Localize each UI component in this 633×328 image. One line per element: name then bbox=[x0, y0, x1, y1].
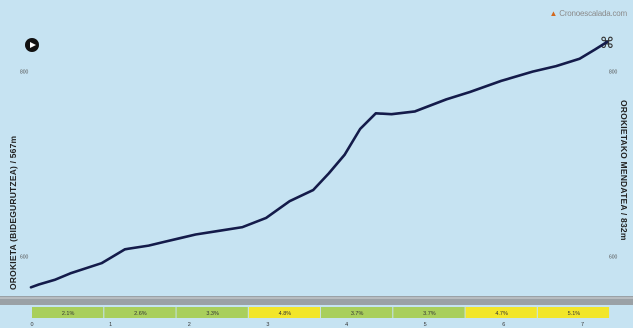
baseline-band-highlight bbox=[0, 297, 633, 299]
gradient-label: 2.6% bbox=[134, 311, 147, 317]
km-tick-label: 6 bbox=[502, 322, 505, 328]
gradient-segment bbox=[393, 307, 465, 318]
gradient-label: 5.1% bbox=[568, 311, 581, 317]
gradient-label: 4.8% bbox=[279, 311, 292, 317]
km-tick-label: 3 bbox=[266, 322, 269, 328]
gradient-label: 4.7% bbox=[495, 311, 508, 317]
km-tick-label: 0 bbox=[30, 322, 33, 328]
left-axis-tick-label: 800 bbox=[20, 70, 29, 76]
brand-text: Cronoescalada.com bbox=[559, 9, 627, 18]
gradient-label: 3.3% bbox=[206, 311, 219, 317]
baseline-band bbox=[0, 296, 633, 305]
left-axis-tick-label: 600 bbox=[20, 255, 29, 261]
gradient-segment bbox=[32, 307, 104, 318]
gradient-segment bbox=[321, 307, 393, 318]
play-icon[interactable] bbox=[25, 38, 39, 52]
gradient-label: 2.1% bbox=[62, 311, 75, 317]
km-tick-label: 4 bbox=[345, 322, 348, 328]
km-tick-label: 1 bbox=[109, 322, 112, 328]
gradient-label: 3.7% bbox=[423, 311, 436, 317]
gradient-segment bbox=[537, 307, 610, 318]
brand-logo[interactable]: ▲ Cronoescalada.com bbox=[549, 9, 628, 18]
km-tick-label: 7 bbox=[581, 322, 584, 328]
mountain-icon: ▲ bbox=[549, 9, 558, 18]
gradient-segment bbox=[104, 307, 176, 318]
right-axis-tick-label: 600 bbox=[609, 255, 618, 261]
gradient-segment bbox=[248, 307, 321, 318]
km-tick-label: 5 bbox=[424, 322, 427, 328]
gradient-segment bbox=[176, 307, 248, 318]
right-axis-tick-label: 800 bbox=[609, 70, 618, 76]
gradient-label: 3.7% bbox=[351, 311, 364, 317]
gradient-segment bbox=[465, 307, 537, 318]
elevation-line bbox=[29, 40, 609, 289]
km-tick-label: 2 bbox=[188, 322, 191, 328]
